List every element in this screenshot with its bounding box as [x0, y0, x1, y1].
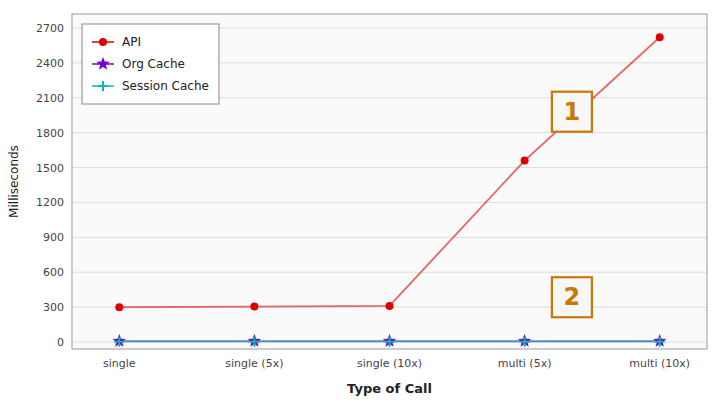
point-marker	[383, 334, 396, 347]
point-marker	[386, 302, 394, 310]
grid-line	[72, 202, 707, 203]
y-axis-label: Milliseconds	[7, 145, 21, 218]
annotation-box	[552, 277, 592, 317]
x-tick-label: single	[103, 357, 136, 370]
y-tick-label: 600	[43, 266, 64, 279]
legend-marker	[98, 81, 108, 91]
x-tick-label: multi (5x)	[498, 357, 552, 370]
y-axis: 0 300 600 900 1200 1500 1800 2100 2400 2700	[36, 22, 707, 349]
point-marker	[113, 334, 126, 347]
legend-label: Session Cache	[122, 79, 209, 93]
point-marker	[655, 337, 665, 347]
point-marker	[656, 33, 664, 41]
legend: API Org Cache Session Cache	[82, 24, 219, 104]
point-marker	[520, 337, 530, 347]
grid-line	[72, 132, 707, 133]
y-tick-label: 2700	[36, 22, 64, 35]
plot-frame	[72, 14, 707, 349]
series-group	[113, 33, 667, 346]
x-tick-label: single (5x)	[225, 357, 283, 370]
annotation-text: 2	[564, 283, 581, 311]
point-marker	[521, 157, 529, 165]
plot-area	[72, 14, 707, 349]
y-tick-label: 0	[57, 336, 64, 349]
legend-box	[82, 24, 219, 104]
legend-label: Org Cache	[122, 57, 185, 71]
point-marker	[115, 303, 123, 311]
annotation-text: 1	[564, 98, 581, 126]
grid-line	[72, 237, 707, 238]
legend-label: API	[122, 35, 141, 49]
legend-marker	[96, 57, 109, 70]
y-tick-label: 1800	[36, 127, 64, 140]
point-marker	[385, 337, 395, 347]
point-marker	[114, 337, 124, 347]
annotation: 1	[552, 92, 592, 132]
point-marker	[653, 334, 666, 347]
x-axis-label: Type of Call	[347, 381, 432, 396]
annotation: 2	[552, 277, 592, 317]
x-axis: single single (5x) single (10x) multi (5x) m…	[103, 357, 690, 370]
y-tick-label: 900	[43, 231, 64, 244]
y-tick-label: 1500	[36, 162, 64, 175]
y-tick-label: 1200	[36, 196, 64, 209]
grid-line	[72, 167, 707, 168]
point-marker	[518, 334, 531, 347]
annotation-box	[552, 92, 592, 132]
chart: 0 300 600 900 1200 1500 1800 2100 2400 2700 single…	[0, 0, 723, 403]
point-marker	[250, 303, 258, 311]
grid-line	[72, 272, 707, 273]
y-tick-label: 300	[43, 301, 64, 314]
legend-marker	[99, 38, 107, 46]
point-marker	[248, 334, 261, 347]
y-tick-label: 2400	[36, 57, 64, 70]
x-tick-label: single (10x)	[357, 357, 422, 370]
point-marker	[249, 337, 259, 347]
y-tick-label: 2100	[36, 92, 64, 105]
x-tick-label: multi (10x)	[629, 357, 690, 370]
